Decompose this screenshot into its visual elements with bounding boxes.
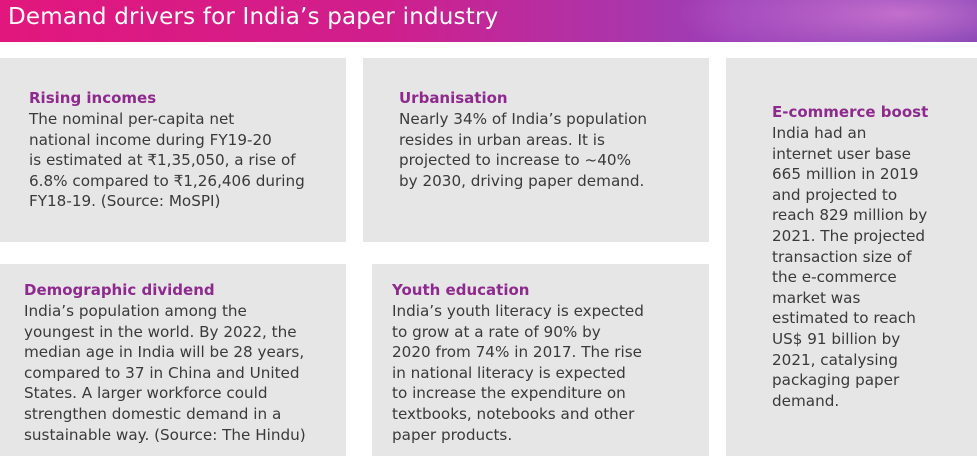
body-line: resides in urban areas. It is	[399, 130, 605, 149]
header-banner: Demand drivers for India’s paper industr…	[0, 0, 977, 42]
body-line: packaging paper	[772, 371, 900, 390]
body-line: 2020 from 74% in 2017. The rise	[392, 343, 643, 362]
body-line: sustainable way. (Source: The Hindu)	[24, 425, 306, 444]
body-line: 665 million in 2019	[772, 165, 919, 184]
body-line: projected to increase to ~40%	[399, 151, 631, 170]
body-line: internet user base	[772, 144, 912, 163]
body-line: the e-commerce	[772, 268, 897, 287]
body-line: national income during FY19-20	[29, 130, 272, 149]
body-line: 2021, catalysing	[772, 350, 898, 369]
body-line: FY18-19. (Source: MoSPI)	[29, 192, 221, 211]
card-urbanisation: Urbanisation Nearly 34% of India’s popul…	[363, 58, 709, 242]
card-body: The nominal per-capita net national inco…	[29, 109, 346, 212]
body-line: 2021. The projected	[772, 226, 926, 245]
body-line: Nearly 34% of India’s population	[399, 110, 647, 128]
card-rising-incomes: Rising incomes The nominal per-capita ne…	[0, 58, 346, 242]
body-line: India’s youth literacy is expected	[392, 302, 644, 320]
body-line: reach 829 million by	[772, 206, 928, 225]
card-body: India had an internet user base 665 mill…	[772, 123, 977, 411]
card-heading: Youth education	[392, 281, 530, 299]
body-line: compared to 37 in China and United	[24, 363, 300, 382]
card-heading: Rising incomes	[29, 89, 157, 107]
body-line: market was	[772, 288, 861, 307]
body-line: India’s population among the	[24, 302, 247, 320]
body-line: transaction size of	[772, 247, 912, 266]
body-line: The nominal per-capita net	[29, 110, 235, 128]
body-line: median age in India will be 28 years,	[24, 343, 305, 362]
body-line: in national literacy is expected	[392, 363, 626, 382]
body-line: textbooks, notebooks and other	[392, 404, 635, 423]
card-body: India’s youth literacy is expected to gr…	[392, 301, 709, 445]
body-line: to increase the expenditure on	[392, 384, 626, 403]
body-line: 6.8% compared to ₹1,26,406 during	[29, 171, 305, 190]
body-line: estimated to reach	[772, 309, 916, 328]
body-line: States. A larger workforce could	[24, 384, 268, 403]
card-youth-education: Youth education India’s youth literacy i…	[372, 264, 709, 456]
body-line: and projected to	[772, 185, 898, 204]
body-line: US$ 91 billion by	[772, 329, 901, 348]
body-line: paper products.	[392, 425, 513, 444]
body-line: to grow at a rate of 90% by	[392, 322, 601, 341]
card-ecommerce-boost: E-commerce boost India had an internet u…	[726, 58, 977, 456]
card-demographic-dividend: Demographic dividend India’s population …	[0, 264, 346, 456]
body-line: demand.	[772, 391, 840, 410]
body-line: India had an	[772, 124, 867, 142]
card-heading: Urbanisation	[399, 89, 508, 107]
banner-glow	[637, 0, 977, 42]
card-body: India’s population among the youngest in…	[24, 301, 346, 445]
page-title: Demand drivers for India’s paper industr…	[8, 4, 499, 30]
card-heading: Demographic dividend	[24, 281, 215, 299]
body-line: strengthen domestic demand in a	[24, 404, 282, 423]
body-line: by 2030, driving paper demand.	[399, 171, 645, 190]
body-line: is estimated at ₹1,35,050, a rise of	[29, 151, 296, 170]
body-line: youngest in the world. By 2022, the	[24, 322, 297, 341]
card-heading: E-commerce boost	[772, 103, 929, 121]
card-body: Nearly 34% of India’s population resides…	[399, 109, 709, 191]
